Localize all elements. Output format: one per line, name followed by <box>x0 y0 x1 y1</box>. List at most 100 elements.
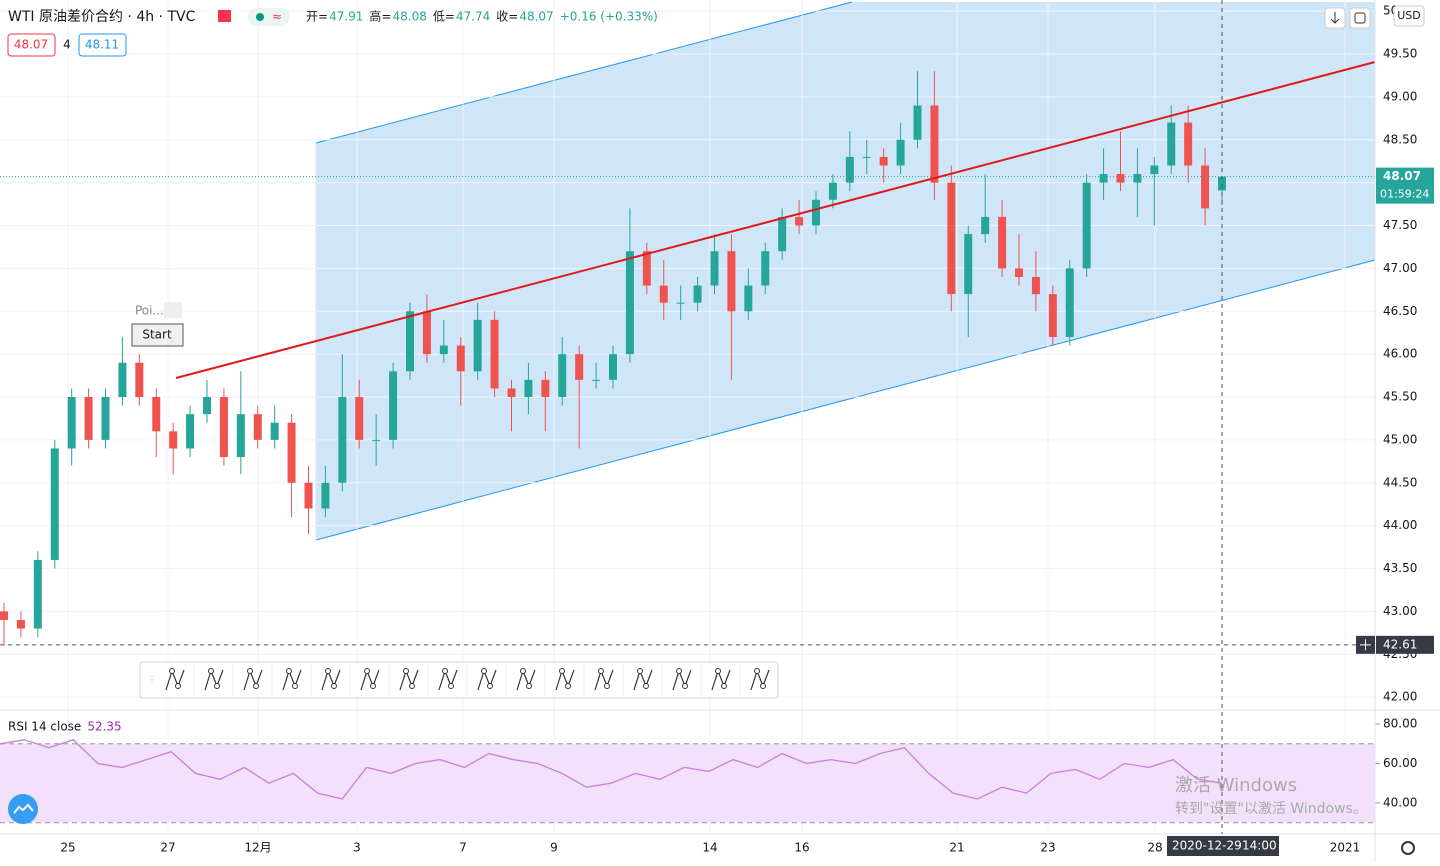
tool-node <box>409 683 415 689</box>
price-tick-label: 49.00 <box>1383 89 1417 103</box>
flag-icon <box>218 10 231 22</box>
tool-node <box>598 668 604 674</box>
candle-body <box>1031 276 1040 295</box>
candle-body <box>1150 165 1159 175</box>
tool-button[interactable] <box>594 668 614 691</box>
tool-button[interactable] <box>321 668 341 691</box>
price-tick-label: 44.00 <box>1383 518 1417 532</box>
candle-body <box>1082 182 1091 269</box>
tool-node <box>481 668 487 674</box>
candle-body <box>998 216 1007 269</box>
axes: 42.0042.5043.0043.5044.0044.5045.0045.50… <box>60 4 1434 856</box>
candle-body <box>270 422 279 440</box>
tool-icon <box>594 669 614 691</box>
candle-body <box>321 482 330 509</box>
x-tick-label: 3 <box>353 841 361 855</box>
status-dot <box>256 13 264 21</box>
rsi-tick-label: 80.00 <box>1383 717 1417 731</box>
tool-button[interactable] <box>399 668 419 691</box>
tool-button[interactable] <box>633 668 653 691</box>
start-label: Start <box>142 328 172 342</box>
tool-node <box>214 683 220 689</box>
price-tick-label: 47.50 <box>1383 218 1417 232</box>
candle-body <box>795 216 804 226</box>
last-price: 48.07 <box>1383 169 1421 183</box>
settings-icon[interactable] <box>1401 841 1415 855</box>
candle-body <box>812 199 820 226</box>
candle-body <box>456 345 465 372</box>
price-tick-label: 45.00 <box>1383 432 1417 446</box>
x-tick-label: 25 <box>60 841 75 855</box>
crosshair-price: 42.61 <box>1383 637 1417 651</box>
tool-node <box>682 683 688 689</box>
logo-mark <box>13 803 34 814</box>
tool-button[interactable] <box>750 668 770 691</box>
candle-body <box>422 311 431 355</box>
tool-button[interactable] <box>438 668 458 691</box>
tool-icon <box>672 669 692 691</box>
rsi-tick-label: 60.00 <box>1383 756 1417 770</box>
x-tick-label: 14 <box>702 841 717 855</box>
tool-button[interactable] <box>360 668 380 691</box>
candle-body <box>16 619 25 629</box>
tool-button[interactable] <box>282 668 302 691</box>
overlay: WTI 原油差价合约 · 4h · TVC ≈ 48.07 4 48.11 Po… <box>7 7 1415 855</box>
crosshair-date: 2020-12-29 <box>1172 839 1242 853</box>
candle-body <box>592 379 601 381</box>
candle-body <box>406 311 414 372</box>
tool-button[interactable] <box>711 668 731 691</box>
tool-button[interactable] <box>555 668 575 691</box>
x-tick-label: 21 <box>949 841 964 855</box>
tool-node <box>715 668 721 674</box>
candle-body <box>135 362 144 398</box>
price-tick-label: 44.50 <box>1383 475 1417 489</box>
spread: 4 <box>63 38 71 52</box>
candle-body <box>913 105 922 140</box>
price-tick-label: 46.00 <box>1383 347 1417 361</box>
candle-body <box>947 182 956 295</box>
tool-node <box>286 668 292 674</box>
candle-body <box>355 397 364 440</box>
start-button[interactable] <box>131 323 184 347</box>
x-tick-label: 12月 <box>244 841 271 855</box>
tool-button[interactable] <box>672 668 692 691</box>
tool-button[interactable] <box>165 668 185 691</box>
tool-icon <box>711 669 731 691</box>
tool-icon <box>477 669 497 691</box>
tool-button[interactable] <box>477 668 497 691</box>
rsi-band <box>0 743 1375 823</box>
candle-body <box>1133 174 1142 183</box>
candle-body <box>609 354 617 380</box>
tool-node <box>442 668 448 674</box>
x-tick-label: 7 <box>459 841 467 855</box>
tool-node <box>325 668 331 674</box>
tool-node <box>253 683 259 689</box>
tool-button[interactable] <box>243 668 263 691</box>
candle-body <box>1218 176 1226 191</box>
tool-node <box>169 668 175 674</box>
crosshair-date-box <box>1167 836 1279 856</box>
watermark-sub: 转到"设置"以激活 Windows。 <box>1175 800 1367 817</box>
candle-body <box>761 251 770 286</box>
candle-body <box>693 285 702 303</box>
tool-popup-title: Poi... <box>135 304 164 318</box>
tool-node <box>403 668 409 674</box>
fullscreen-button[interactable] <box>1349 7 1371 29</box>
tool-button[interactable] <box>516 668 536 691</box>
usd-box[interactable] <box>1393 5 1425 27</box>
candle-body <box>558 354 567 398</box>
candle-body <box>659 285 668 303</box>
candle-body <box>828 182 837 200</box>
tool-node <box>760 683 766 689</box>
candle-body <box>1065 268 1074 337</box>
tool-icon <box>438 669 458 691</box>
tool-node <box>520 668 526 674</box>
candle-body <box>253 414 262 440</box>
candle-body <box>625 251 634 355</box>
candle-body <box>541 379 550 398</box>
tool-button[interactable] <box>204 668 224 691</box>
ohlc-value: 48.07 <box>519 10 553 24</box>
fullscreen-icon <box>1354 12 1366 24</box>
tool-popup-close[interactable] <box>164 302 182 318</box>
candle-body <box>287 422 296 483</box>
